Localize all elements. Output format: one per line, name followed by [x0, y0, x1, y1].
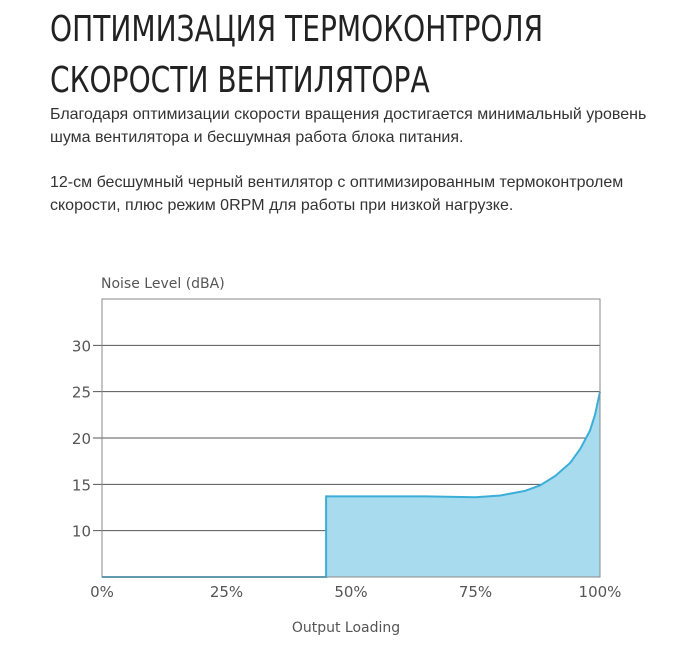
plot-frame: [101, 298, 601, 578]
y-tick-label: 15: [72, 476, 91, 494]
description-paragraph-1: Благодаря оптимизации скорости вращения …: [50, 106, 647, 146]
x-axis-label: Output Loading: [292, 620, 400, 636]
page-title: ОПТИМИЗАЦИЯ ТЕРМОКОНТРОЛЯ СКОРОСТИ ВЕНТИ…: [50, 4, 543, 106]
page-title-line2: СКОРОСТИ ВЕНТИЛЯТОРА: [50, 60, 430, 101]
description-paragraph-2: 12-см бесшумный черный вентилятор с опти…: [50, 174, 624, 214]
noise-area: [102, 391, 600, 577]
y-tick-labels: 10 15 20 25 30: [72, 337, 91, 540]
x-tick-label: 50%: [334, 583, 367, 601]
y-tick-label: 25: [72, 384, 91, 402]
y-axis-label: Noise Level (dBA): [101, 276, 225, 292]
noise-series-line: [102, 391, 601, 578]
x-tick-label: 0%: [90, 583, 114, 601]
y-tick-label: 20: [72, 430, 91, 448]
x-tick-label: 75%: [459, 583, 492, 601]
y-tick-label: 10: [72, 523, 91, 541]
y-tick-label: 30: [72, 337, 91, 355]
x-tick-labels: 0% 25% 50% 75% 100%: [90, 583, 621, 601]
x-tick-label: 100%: [579, 583, 622, 601]
x-tick-label: 25%: [210, 583, 243, 601]
page-title-line1: ОПТИМИЗАЦИЯ ТЕРМОКОНТРОЛЯ: [50, 9, 544, 50]
